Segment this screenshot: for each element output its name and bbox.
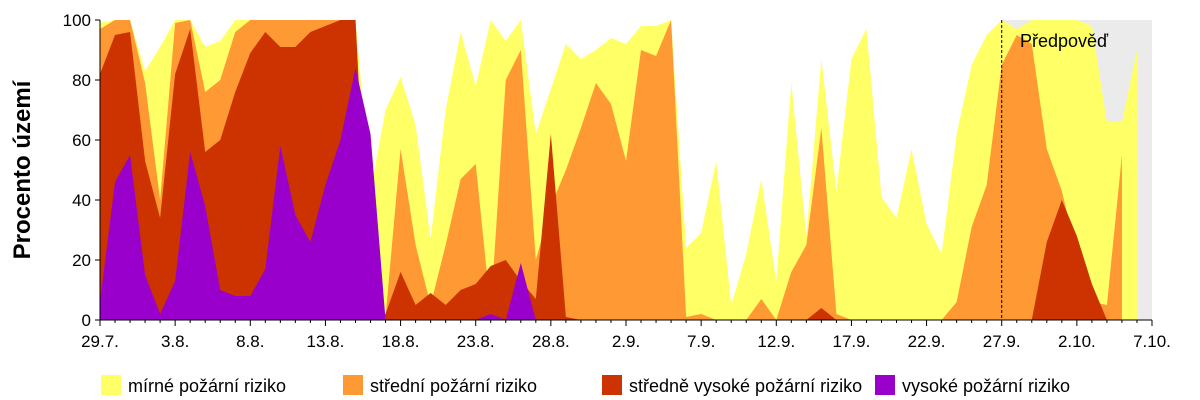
legend-swatch-2 [343,375,363,395]
x-tick-label: 2.10. [1058,332,1096,351]
x-tick-label: 28.8. [532,332,570,351]
x-tick-label: 23.8. [457,332,495,351]
legend-label-3: středně vysoké požární riziko [629,376,862,396]
y-tick-label: 100 [63,11,91,30]
x-tick-label: 2.9. [612,332,640,351]
x-tick-label: 7.10. [1133,332,1171,351]
x-tick-label: 13.8. [307,332,345,351]
legend: mírné požární riziko střední požární rizi… [101,375,1070,396]
series-area-4 [100,68,1152,320]
y-axis-label: Procento území [9,79,36,259]
x-tick-label: 3.8. [161,332,189,351]
legend-label-4: vysoké požární riziko [902,376,1070,396]
y-tick-label: 80 [72,71,91,90]
y-tick-label: 60 [72,131,91,150]
legend-swatch-4 [875,375,895,395]
legend-label-1: mírné požární riziko [128,376,286,396]
axes: 0 20 40 60 80 100 29.7. 3.8. 8.8. 13.8. 18.8. 23.8.… [63,11,1171,351]
x-tick-label: 27.9. [983,332,1021,351]
legend-swatch-3 [602,375,622,395]
plot-area [100,20,1152,320]
x-tick-label: 12.9. [757,332,795,351]
x-tick-label: 8.8. [236,332,264,351]
y-tick-label: 20 [72,251,91,270]
x-tick-label: 7.9. [687,332,715,351]
x-tick-label: 17.9. [833,332,871,351]
x-tick-label: 29.7. [81,332,119,351]
x-tick-label: 18.8. [382,332,420,351]
legend-label-2: střední požární riziko [370,376,537,396]
x-tick-label: 22.9. [908,332,946,351]
y-tick-label: 0 [82,311,91,330]
y-tick-label: 40 [72,191,91,210]
legend-swatch-1 [101,375,121,395]
forecast-annotation: Předpověď [1020,31,1109,51]
